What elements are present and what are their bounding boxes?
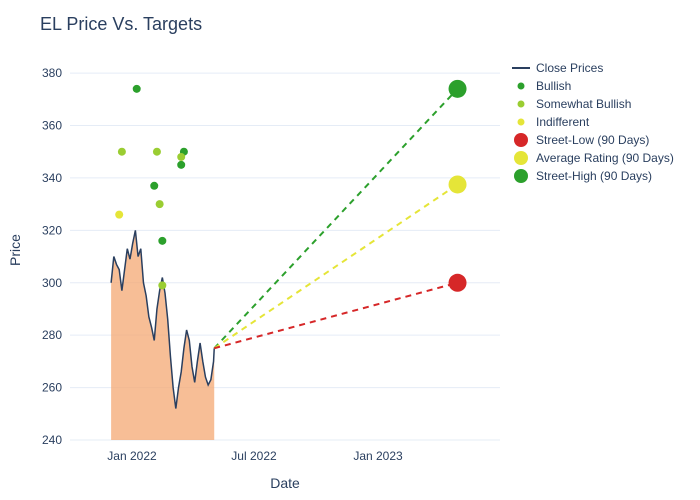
legend-indifferent: Indifferent [536, 115, 590, 129]
legend-street-high: Street-High (90 Days) [536, 169, 652, 183]
somewhat-bullish-point [177, 153, 185, 161]
chart-background [0, 0, 700, 500]
y-tick-label: 240 [42, 433, 62, 447]
y-tick-label: 340 [42, 171, 62, 185]
legend-close-prices: Close Prices [536, 61, 603, 75]
somewhat-bullish-point [153, 148, 161, 156]
x-axis-label: Date [270, 475, 300, 491]
somewhat-bullish-point [156, 200, 164, 208]
y-tick-label: 380 [42, 66, 62, 80]
street-low-marker [449, 274, 467, 292]
bullish-point [158, 237, 166, 245]
x-tick-label: Jul 2022 [231, 449, 277, 463]
y-tick-label: 300 [42, 276, 62, 290]
chart-container: EL Price Vs. Targets 240 260 280 300 320 340 36… [0, 0, 700, 500]
legend-bullish: Bullish [536, 79, 571, 93]
bullish-point [177, 161, 185, 169]
bullish-point [133, 85, 141, 93]
somewhat-bullish-point [158, 281, 166, 289]
legend-street-low: Street-Low (90 Days) [536, 133, 649, 147]
chart-title: EL Price Vs. Targets [40, 14, 202, 34]
chart-svg: EL Price Vs. Targets 240 260 280 300 320 340 36… [0, 0, 700, 500]
y-tick-label: 320 [42, 223, 62, 237]
average-rating-marker [449, 175, 467, 193]
y-tick-label: 360 [42, 119, 62, 133]
y-axis-label: Price [7, 234, 23, 266]
legend-somewhat-bullish: Somewhat Bullish [536, 97, 631, 111]
x-tick-label: Jan 2023 [353, 449, 403, 463]
y-tick-label: 280 [42, 328, 62, 342]
legend-average-rating: Average Rating (90 Days) [536, 151, 674, 165]
bullish-point [150, 182, 158, 190]
y-tick-label: 260 [42, 381, 62, 395]
somewhat-bullish-point [118, 148, 126, 156]
street-high-marker [449, 80, 467, 98]
indifferent-point [115, 211, 123, 219]
x-tick-label: Jan 2022 [107, 449, 157, 463]
